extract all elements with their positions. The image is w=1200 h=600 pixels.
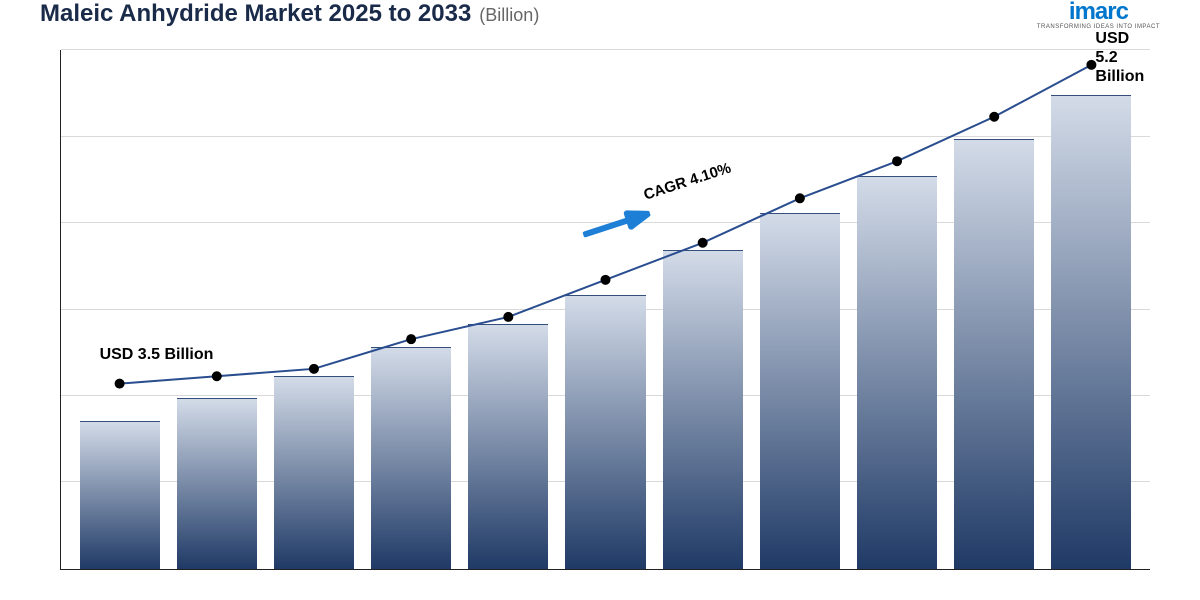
data-point-marker <box>503 312 513 322</box>
data-point-marker <box>212 371 222 381</box>
logo-text: imarc <box>1069 0 1128 24</box>
logo: imarc TRANSFORMING IDEAS INTO IMPACT <box>1037 0 1160 30</box>
title-block: Maleic Anhydride Market 2025 to 2033 (Bi… <box>40 0 539 28</box>
data-point-marker <box>309 364 319 374</box>
header: Maleic Anhydride Market 2025 to 2033 (Bi… <box>40 0 1160 30</box>
data-point-marker <box>115 379 125 389</box>
start-value-label: USD 3.5 Billion <box>100 346 214 364</box>
end-value-line1: USD 5.2 <box>1095 29 1150 67</box>
data-point-marker <box>989 112 999 122</box>
data-point-marker <box>698 238 708 248</box>
data-point-marker <box>406 334 416 344</box>
data-point-marker <box>601 275 611 285</box>
chart-plot-area: USD 3.5 Billion USD 5.2 Billion CAGR 4.1… <box>60 50 1150 570</box>
end-value-line2: Billion <box>1095 67 1150 86</box>
data-point-marker <box>795 193 805 203</box>
chart-title-unit: (Billion) <box>479 5 539 26</box>
trend-line-layer <box>61 50 1150 569</box>
end-value-label: USD 5.2 Billion <box>1095 29 1150 87</box>
data-point-marker <box>892 156 902 166</box>
chart-title: Maleic Anhydride Market 2025 to 2033 <box>40 0 471 28</box>
